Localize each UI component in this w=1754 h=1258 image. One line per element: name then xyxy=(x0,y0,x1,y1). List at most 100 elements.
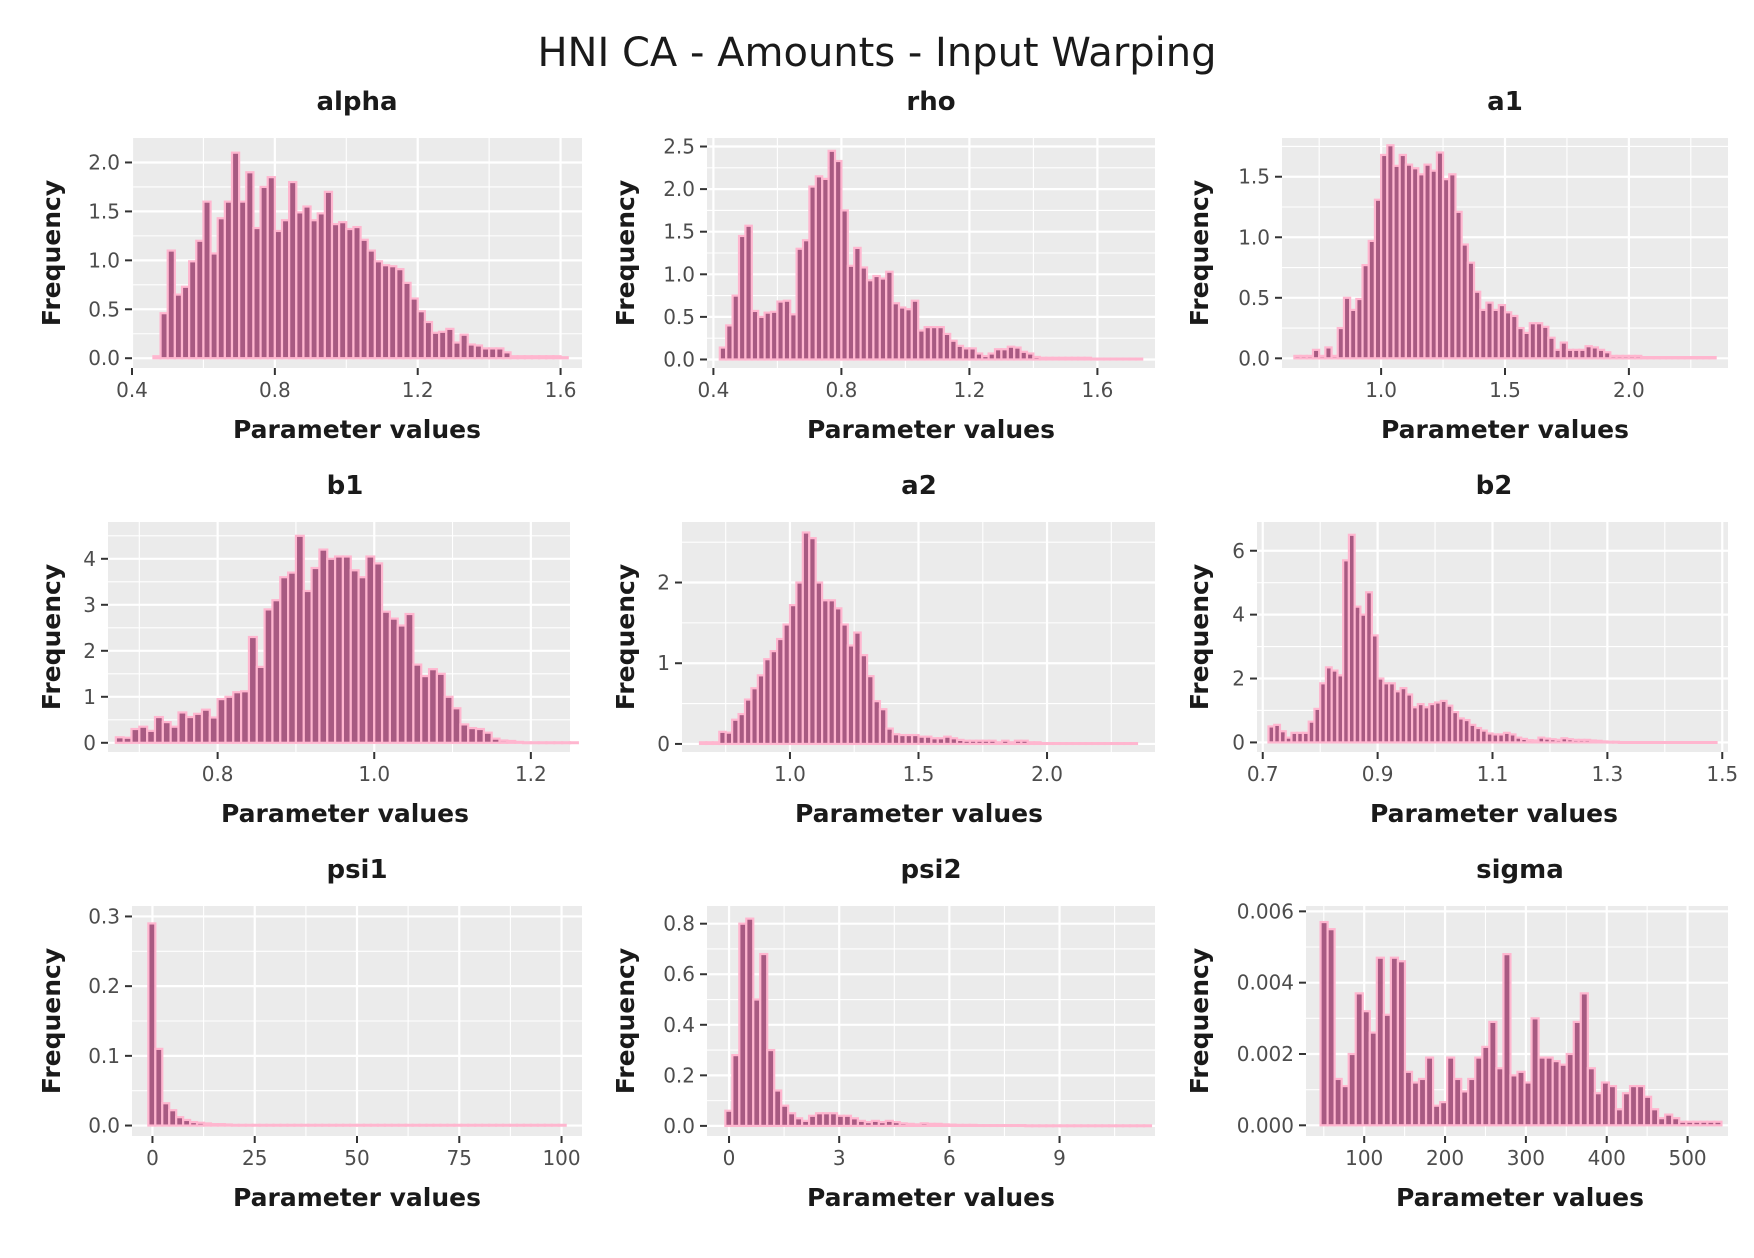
panel-rho: 0.4 0.8 1.2 1.6 0.0 0.5 1.0 1.5 2.0 2.5 rho Paramet… xyxy=(611,87,1155,444)
x-tick-label: 0.4 xyxy=(116,378,148,402)
x-tick-label: 1.2 xyxy=(515,762,547,786)
panel-title: sigma xyxy=(1476,855,1564,885)
y-axis-title: Frequency xyxy=(37,948,66,1094)
y-axis-title: Frequency xyxy=(37,564,66,710)
x-axis-title: Parameter values xyxy=(221,799,469,828)
histogram-bar xyxy=(122,736,133,744)
histogram-bar xyxy=(1607,1084,1618,1127)
histogram-bar xyxy=(232,691,243,744)
x-tick-label: 1.6 xyxy=(545,378,577,402)
y-tick-label: 1.0 xyxy=(663,262,695,286)
y-axis-title: Frequency xyxy=(611,564,640,710)
histogram-bar xyxy=(459,723,470,744)
panel-psi1: 0 25 50 75 100 0.0 0.1 0.2 0.3 psi1 Parameter valu… xyxy=(37,855,582,1212)
x-axis-title: Parameter values xyxy=(1396,1183,1644,1212)
histogram-bar xyxy=(153,715,164,744)
histogram-bar xyxy=(759,952,769,1127)
histogram-bar xyxy=(537,741,548,745)
y-tick-label: 0 xyxy=(657,732,670,756)
histogram-bar xyxy=(146,729,157,744)
histogram-panels: 0.4 0.8 1.2 1.6 0.0 0.5 1.0 1.5 2.0 alpha Paramete… xyxy=(37,87,1738,1212)
x-tick-label: 1.5 xyxy=(903,762,935,786)
x-tick-label: 2.0 xyxy=(1613,378,1645,402)
x-tick-label: 25 xyxy=(242,1146,267,1170)
x-axis-title: Parameter values xyxy=(795,799,1043,828)
histogram-bar xyxy=(373,562,384,744)
histogram-bar xyxy=(474,727,485,744)
histogram-bar xyxy=(404,612,415,744)
x-tick-label: 1.5 xyxy=(1489,378,1521,402)
x-tick-label: 0.9 xyxy=(1362,762,1394,786)
y-tick-label: 0.2 xyxy=(663,1063,695,1087)
y-tick-label: 0.0 xyxy=(88,346,120,370)
x-tick-label: 2.0 xyxy=(1031,762,1063,786)
y-tick-label: 2.0 xyxy=(88,150,120,174)
histogram-bar xyxy=(1396,960,1407,1127)
histogram-bar xyxy=(744,224,753,361)
histogram-bar xyxy=(451,707,462,744)
panel-a2: 1.0 1.5 2.0 0 1 2 a2 Parameter values Frequency xyxy=(611,471,1155,828)
histogram-bar xyxy=(1579,992,1589,1127)
histogram-bar xyxy=(326,557,337,744)
y-tick-label: 0.4 xyxy=(663,1013,695,1037)
histogram-bar xyxy=(561,741,572,745)
panel-title: a1 xyxy=(1487,87,1523,117)
histogram-bar xyxy=(114,736,125,744)
histogram-bar xyxy=(216,697,227,744)
histogram-bar xyxy=(130,727,141,744)
histogram-bar xyxy=(545,741,556,745)
x-tick-label: 3 xyxy=(833,1146,846,1170)
histogram-bar xyxy=(1502,953,1512,1127)
histogram-bar xyxy=(443,695,454,744)
histogram-bar xyxy=(420,674,431,744)
panel-title: psi1 xyxy=(326,855,387,885)
panel-title: rho xyxy=(906,87,955,117)
histogram-bar xyxy=(529,741,540,745)
histogram-bar xyxy=(138,725,149,744)
panel-alpha: 0.4 0.8 1.2 1.6 0.0 0.5 1.0 1.5 2.0 alpha Paramete… xyxy=(37,87,582,444)
histogram-bar xyxy=(147,922,157,1127)
x-tick-label: 9 xyxy=(1053,1146,1066,1170)
x-tick-label: 1.1 xyxy=(1477,762,1509,786)
histogram-bar xyxy=(224,695,235,744)
histogram-bar xyxy=(302,589,313,744)
histogram-bar xyxy=(263,608,274,744)
x-tick-label: 1.0 xyxy=(1365,378,1397,402)
histogram-bar xyxy=(294,534,305,744)
histogram-bar xyxy=(255,665,266,744)
x-axis-title: Parameter values xyxy=(807,1183,1055,1212)
y-tick-label: 3 xyxy=(83,593,96,617)
y-tick-label: 0.5 xyxy=(88,297,120,321)
y-tick-label: 0.8 xyxy=(663,912,695,936)
histogram-bar xyxy=(318,548,329,744)
y-tick-label: 0.2 xyxy=(88,974,120,998)
y-tick-label: 4 xyxy=(1232,603,1245,627)
x-tick-label: 400 xyxy=(1588,1146,1626,1170)
x-axis-title: Parameter values xyxy=(233,415,481,444)
x-axis-title: Parameter values xyxy=(1370,799,1618,828)
x-tick-label: 1.0 xyxy=(358,762,390,786)
histogram-bar xyxy=(1713,1120,1723,1127)
y-tick-label: 0.0 xyxy=(663,1114,695,1138)
histogram-bar xyxy=(247,635,258,744)
histogram-bar xyxy=(1547,336,1556,360)
histogram-bar xyxy=(1708,356,1717,360)
y-axis-title: Frequency xyxy=(1185,948,1214,1094)
histogram-bar xyxy=(169,725,180,744)
y-tick-label: 1.5 xyxy=(663,220,695,244)
histogram-bar xyxy=(357,576,368,744)
histogram-bar xyxy=(568,741,579,745)
x-tick-label: 1.5 xyxy=(1706,762,1738,786)
x-tick-label: 1.2 xyxy=(953,378,985,402)
y-tick-label: 0.0 xyxy=(88,1114,120,1138)
y-tick-label: 2.0 xyxy=(663,177,695,201)
y-tick-label: 2 xyxy=(83,639,96,663)
x-tick-label: 1.6 xyxy=(1081,378,1113,402)
y-axis-title: Frequency xyxy=(1185,564,1214,710)
histogram-bar xyxy=(498,739,509,744)
histogram-bar xyxy=(185,715,196,744)
x-tick-label: 200 xyxy=(1426,1146,1464,1170)
figure-title: HNI CA - Amounts - Input Warping xyxy=(537,30,1216,76)
y-axis-title: Frequency xyxy=(611,180,640,326)
